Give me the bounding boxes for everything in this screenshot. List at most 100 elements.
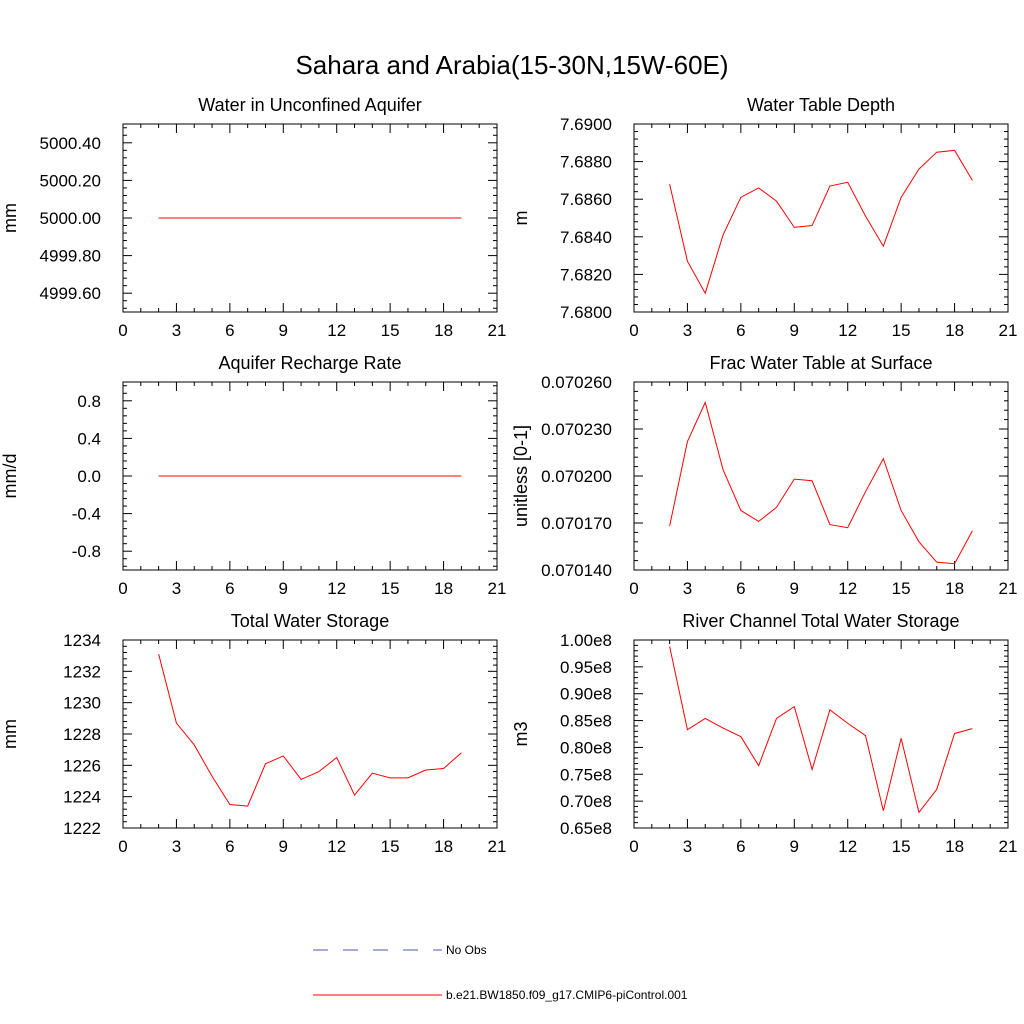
chart-panel-5: River Channel Total Water Storage m3 0 3 6 9 1…: [511, 611, 1017, 856]
x-tick-label: 12: [838, 837, 857, 856]
y-tick-label: 1224: [63, 788, 101, 807]
chart-title: Frac Water Table at Surface: [709, 353, 932, 373]
x-tick-label: 3: [683, 321, 692, 340]
x-tick-label: 9: [279, 579, 288, 598]
y-tick-label: 0.80e8: [560, 738, 612, 757]
x-tick-label: 18: [945, 837, 964, 856]
y-tick-label: 0.75e8: [560, 765, 612, 784]
y-tick-label: 5000.00: [40, 209, 101, 228]
x-tick-label: 21: [999, 837, 1018, 856]
x-tick-label: 21: [488, 579, 507, 598]
plot-frame: [633, 123, 1009, 313]
x-tick-label: 18: [434, 579, 453, 598]
series-line-0: [158, 653, 462, 807]
y-tick-label: 4999.60: [40, 284, 101, 303]
x-tick-label: 3: [172, 321, 181, 340]
x-tick-label: 0: [118, 579, 127, 598]
x-tick-label: 15: [892, 837, 911, 856]
x-tick-label: 6: [225, 579, 234, 598]
legend: No Obs b.e21.BW1850.f09_g17.CMIP6-piCont…: [313, 943, 688, 1002]
x-tick-label: 0: [629, 837, 638, 856]
x-tick-label: 12: [327, 837, 346, 856]
y-tick-label: 7.6840: [560, 228, 612, 247]
x-tick-label: 21: [999, 321, 1018, 340]
x-tick-label: 15: [892, 579, 911, 598]
chart-title: Aquifer Recharge Rate: [218, 353, 401, 373]
x-tick-label: 6: [736, 321, 745, 340]
x-tick-label: 6: [736, 579, 745, 598]
chart-title: River Channel Total Water Storage: [682, 611, 959, 631]
y-tick-label: 0.65e8: [560, 819, 612, 838]
chart-panel-3: Frac Water Table at Surface unitless [0-1…: [511, 353, 1017, 598]
x-tick-label: 21: [488, 321, 507, 340]
x-tick-label: 9: [279, 837, 288, 856]
chart-panel-2: Aquifer Recharge Rate mm/d 0 3 6 9 12 15 18 21 -0.…: [0, 353, 506, 598]
x-tick-label: 6: [736, 837, 745, 856]
x-tick-label: 3: [683, 837, 692, 856]
y-tick-label: 5000.20: [40, 171, 101, 190]
chart-title: Total Water Storage: [231, 611, 389, 631]
y-tick-label: 1230: [63, 694, 101, 713]
x-tick-label: 6: [225, 321, 234, 340]
x-tick-label: 0: [118, 837, 127, 856]
y-tick-label: 0.85e8: [560, 712, 612, 731]
y-tick-label: 7.6820: [560, 265, 612, 284]
legend-obs-label: No Obs: [446, 943, 487, 957]
y-axis-label: unitless [0-1]: [511, 425, 531, 527]
y-axis-label: mm: [0, 719, 20, 749]
y-tick-label: 0.95e8: [560, 658, 612, 677]
chart-panel-0: Water in Unconfined Aquifer mm 0 3 6 9 12 15 18 2…: [0, 95, 506, 340]
chart-panel-4: Total Water Storage mm 0 3 6 9 12 15 18 21 1222 122…: [0, 611, 506, 856]
y-tick-label: 0.070230: [541, 420, 612, 439]
figure-title: Sahara and Arabia(15-30N,15W-60E): [295, 50, 728, 80]
x-tick-label: 21: [488, 837, 507, 856]
y-tick-label: 0.8: [77, 392, 101, 411]
y-tick-label: 0.070140: [541, 561, 612, 580]
chart-panel-1: Water Table Depth m 0 3 6 9 12 15 18 21 7.6800 7.68…: [511, 95, 1017, 340]
chart-title: Water Table Depth: [747, 95, 895, 115]
x-tick-label: 18: [945, 321, 964, 340]
x-tick-label: 0: [629, 579, 638, 598]
x-tick-label: 18: [434, 321, 453, 340]
y-tick-label: 1234: [63, 631, 101, 650]
y-tick-label: 7.6880: [560, 153, 612, 172]
x-tick-label: 15: [381, 321, 400, 340]
panel-grid: Water in Unconfined Aquifer mm 0 3 6 9 12 15 18 2…: [0, 95, 1017, 856]
y-tick-label: 0.0: [77, 467, 101, 486]
series-line-0: [669, 149, 973, 295]
y-tick-label: 7.6800: [560, 303, 612, 322]
y-axis-label: m: [511, 211, 531, 226]
x-tick-label: 3: [172, 579, 181, 598]
y-tick-label: 7.6900: [560, 115, 612, 134]
x-tick-label: 21: [999, 579, 1018, 598]
plot-frame: [633, 381, 1009, 571]
y-tick-label: 0.070170: [541, 514, 612, 533]
x-tick-label: 9: [279, 321, 288, 340]
x-tick-label: 18: [434, 837, 453, 856]
legend-model-label: b.e21.BW1850.f09_g17.CMIP6-piControl.001: [446, 988, 688, 1002]
plot-frame: [122, 639, 498, 829]
y-tick-label: -0.8: [72, 542, 101, 561]
y-tick-label: 0.070200: [541, 467, 612, 486]
y-axis-label: mm/d: [0, 454, 20, 499]
y-tick-label: 0.070260: [541, 373, 612, 392]
x-tick-label: 12: [327, 579, 346, 598]
y-tick-label: 1228: [63, 725, 101, 744]
x-tick-label: 18: [945, 579, 964, 598]
y-tick-label: 1232: [63, 662, 101, 681]
y-tick-label: 1226: [63, 756, 101, 775]
y-tick-label: 7.6860: [560, 190, 612, 209]
y-tick-label: 1222: [63, 819, 101, 838]
x-tick-label: 15: [381, 837, 400, 856]
x-tick-label: 0: [629, 321, 638, 340]
y-tick-label: 0.70e8: [560, 792, 612, 811]
y-tick-label: 5000.40: [40, 134, 101, 153]
y-axis-label: mm: [0, 203, 20, 233]
x-tick-label: 6: [225, 837, 234, 856]
plot-frame: [633, 639, 1009, 829]
x-tick-label: 12: [327, 321, 346, 340]
x-tick-label: 12: [838, 579, 857, 598]
x-tick-label: 3: [683, 579, 692, 598]
x-tick-label: 9: [790, 321, 799, 340]
